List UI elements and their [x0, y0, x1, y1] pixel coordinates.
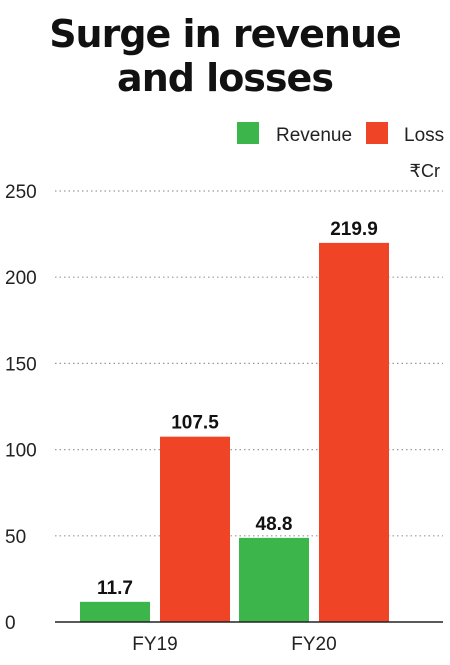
bars: [80, 242, 389, 622]
y-tick-label-200: 200: [5, 268, 37, 289]
y-tick-label-50: 50: [5, 527, 26, 548]
y-axis-ticks: 0 50 100 150 200 250: [5, 182, 37, 634]
legend-swatch-revenue: [237, 122, 259, 144]
y-tick-label-250: 250: [5, 182, 37, 203]
x-axis-ticks: FY19 FY20: [132, 634, 336, 655]
legend-label-loss: Loss: [404, 125, 444, 146]
bar-loss-fy20: [319, 242, 389, 622]
x-tick-label-fy19: FY19: [132, 634, 177, 655]
value-label-loss-fy19: 107.5: [171, 413, 219, 434]
value-label-revenue-fy19: 11.7: [97, 578, 133, 599]
y-tick-label-100: 100: [5, 441, 37, 462]
bar-revenue-fy19: [80, 601, 150, 622]
bar-loss-fy19: [160, 436, 230, 622]
y-tick-label-0: 0: [5, 613, 16, 634]
legend-swatch-loss: [366, 122, 388, 144]
y-tick-label-150: 150: [5, 354, 37, 375]
title-line-2: revenue: [232, 12, 402, 56]
value-label-revenue-fy20: 48.8: [256, 514, 293, 535]
legend: Revenue Loss: [237, 122, 444, 146]
chart-title: Surge in revenue and losses: [0, 12, 450, 100]
x-tick-label-fy20: FY20: [291, 634, 336, 655]
value-labels: 11.7 107.5 48.8 219.9: [97, 219, 378, 599]
title-line-3: and losses: [117, 56, 334, 100]
title-line-1: Surge in: [49, 12, 221, 56]
gridlines: [55, 190, 443, 537]
bar-revenue-fy20: [239, 537, 309, 622]
legend-label-revenue: Revenue: [276, 125, 352, 146]
value-label-loss-fy20: 219.9: [330, 219, 378, 240]
unit-label: ₹Cr: [410, 161, 440, 181]
